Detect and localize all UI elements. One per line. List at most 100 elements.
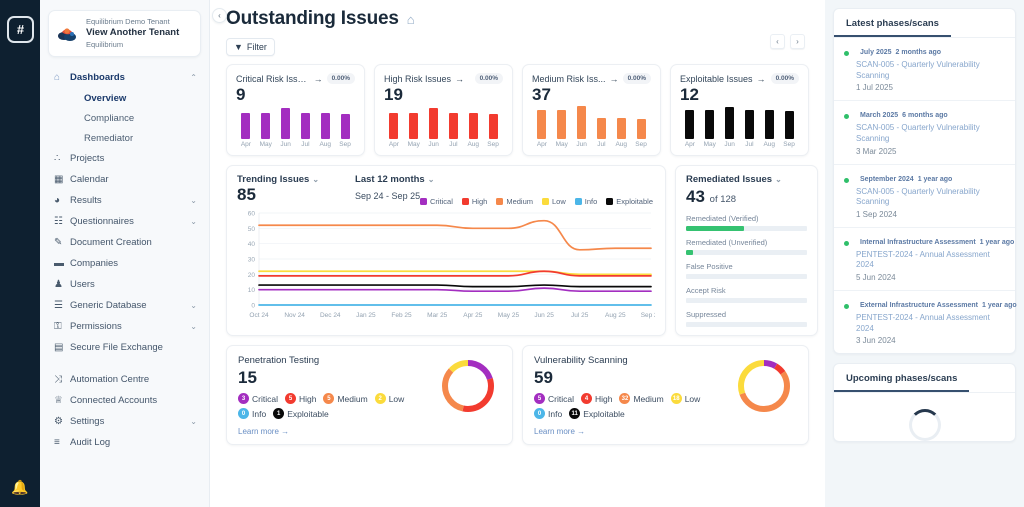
legend-item[interactable]: Info: [574, 197, 597, 206]
tenant-switcher-card[interactable]: Equilibrium Demo Tenant View Another Ten…: [48, 10, 201, 58]
services-row: Penetration Testing 15 3 Critical 5 High 5 Medi…: [226, 344, 809, 446]
legend-item[interactable]: High: [461, 197, 487, 206]
phase-list-item[interactable]: September 2024 1 year ago SCAN-005 - Quart…: [834, 165, 1015, 228]
plug-icon: ♕: [54, 395, 63, 407]
collapse-sidebar-button[interactable]: ‹: [212, 8, 227, 23]
sparkline-column: Jul: [295, 112, 315, 148]
results-icon: ◕: [54, 195, 61, 207]
tab-upcoming-phases[interactable]: Upcoming phases/scans: [834, 364, 970, 393]
kpi-sparkline-chart: Apr May Jun Jul Aug Sep: [680, 106, 799, 148]
sidebar-item-label: Audit Log: [70, 437, 111, 449]
phase-text: September 2024 1 year ago SCAN-005 - Quart…: [856, 173, 1005, 219]
legend-swatch: [606, 197, 614, 205]
remediated-row: Suppressed: [686, 310, 807, 327]
sparkline-column: Apr: [680, 109, 700, 148]
severity-count: 0: [238, 408, 249, 420]
tenant-switch-label: View Another Tenant: [86, 27, 180, 39]
sparkline-bar: [557, 109, 567, 139]
sidebar-item-connected-accounts[interactable]: ♕ Connected Accounts: [40, 390, 209, 411]
sparkline-bar: [685, 109, 695, 139]
legend-item[interactable]: Critical: [419, 197, 453, 206]
trending-title-row[interactable]: Trending Issues ⌄: [237, 174, 319, 185]
sidebar-item-audit-log[interactable]: ≡ Audit Log: [40, 432, 209, 453]
severity-label: Medium: [337, 393, 368, 404]
app-logo-icon[interactable]: #: [7, 16, 34, 43]
sidebar-item-companies[interactable]: ▬ Companies: [40, 253, 209, 274]
phase-reference[interactable]: PENTEST-2024 - Annual Assessment 2024: [856, 249, 990, 270]
learn-more-link[interactable]: Learn more →: [238, 427, 290, 437]
chevron-down-icon: ⌄: [775, 174, 782, 184]
severity-grid: 5 Critical 4 High 32 Medium 18 Low 0 Info 11 Exploi…: [534, 393, 724, 420]
secure-file-icon: ▤: [54, 342, 64, 354]
remediated-total: of 128: [709, 193, 737, 205]
arrow-right-icon[interactable]: →: [609, 73, 619, 84]
sidebar-item-calendar[interactable]: ▦ Calendar: [40, 169, 209, 190]
phase-reference[interactable]: SCAN-005 - Quarterly Vulnerability Scann…: [856, 123, 980, 143]
sidebar-item-permissions[interactable]: ⚿ Permissions ⌄: [40, 316, 209, 337]
tab-latest-phases[interactable]: Latest phases/scans: [834, 9, 951, 37]
home-icon[interactable]: ⌂: [406, 11, 415, 27]
sidebar-subitem-overview[interactable]: Overview: [84, 92, 127, 104]
phase-list-item[interactable]: March 2025 6 months ago SCAN-005 - Quarter…: [834, 101, 1015, 165]
sidebar-item-automation-centre[interactable]: ⤨ Automation Centre: [40, 369, 209, 390]
trending-range-selector[interactable]: Last 12 months ⌄: [355, 174, 434, 185]
notifications-bell-icon[interactable]: 🔔: [11, 478, 29, 495]
sparkline-label: Aug: [467, 140, 480, 148]
svg-text:Nov 24: Nov 24: [284, 312, 305, 319]
sidebar-item-users[interactable]: ♟ Users: [40, 274, 209, 295]
phase-reference[interactable]: SCAN-005 - Quarterly Vulnerability Scann…: [856, 60, 980, 80]
phase-list-item[interactable]: External Infrastructure Assessment 1 year…: [834, 291, 1017, 353]
sidebar-item-settings[interactable]: ⚙ Settings ⌄: [40, 411, 209, 432]
phase-list-item[interactable]: Internal Infrastructure Assessment 1 year…: [834, 228, 1015, 291]
sparkline-column: Jun: [276, 107, 296, 148]
pager-prev-button[interactable]: ‹: [770, 34, 785, 49]
arrow-right-icon[interactable]: →: [313, 73, 323, 84]
sidebar-item-document-creation[interactable]: ✎ Document Creation: [40, 232, 209, 253]
service-card: Vulnerability Scanning 59 5 Critical 4 High 32…: [522, 344, 809, 446]
svg-text:10: 10: [248, 287, 256, 294]
pager-next-button[interactable]: ›: [790, 34, 805, 49]
sparkline-bar: [468, 112, 478, 139]
right-panel: Latest phases/scans July 2025 2 months ag…: [825, 0, 1024, 507]
sidebar-item-label: Calendar: [70, 174, 109, 186]
sidebar-item-results[interactable]: ◕ Results ⌄: [40, 190, 209, 211]
sparkline-bar: [409, 112, 419, 139]
kpi-card[interactable]: Medium Risk Iss... → 0.00% 37 Apr May Jun Jul Au…: [522, 64, 661, 156]
severity-item: 0 Info: [534, 408, 562, 420]
kpi-row: Critical Risk Issu... → 0.00% 9 Apr May Jun Jul…: [226, 64, 809, 156]
remediated-progress-track: [686, 225, 807, 231]
sidebar-item-label: Projects: [70, 153, 105, 165]
learn-more-link[interactable]: Learn more →: [534, 427, 586, 437]
legend-label: Exploitable: [616, 196, 653, 206]
arrow-right-icon[interactable]: →: [756, 73, 766, 84]
phase-reference[interactable]: PENTEST-2024 - Annual Assessment 2024: [856, 313, 990, 333]
sidebar-item-questionnaires[interactable]: ☷ Questionnaires ⌄: [40, 211, 209, 232]
arrow-right-icon[interactable]: →: [455, 73, 465, 84]
sidebar-subitem-remediator[interactable]: Remediator: [84, 132, 134, 144]
sidebar-subitem-compliance[interactable]: Compliance: [84, 112, 135, 124]
kpi-header: Medium Risk Iss... → 0.00%: [532, 73, 651, 84]
sparkline-label: Jun: [428, 140, 439, 148]
sparkline-bar: [488, 113, 498, 139]
remediated-title-row[interactable]: Remediated Issues ⌄: [686, 174, 807, 185]
phase-list-item[interactable]: July 2025 2 months ago SCAN-005 - Quarterl…: [834, 38, 1015, 102]
legend-item[interactable]: Exploitable: [606, 197, 653, 206]
kpi-card[interactable]: High Risk Issues → 0.00% 19 Apr May Jun Jul Aug S…: [374, 64, 513, 156]
legend-item[interactable]: Low: [542, 197, 566, 206]
sidebar-item-dashboards[interactable]: ⌂ Dashboards ⌃: [40, 67, 209, 88]
legend-label: Medium: [506, 196, 534, 206]
filter-label: Filter: [246, 42, 267, 52]
phase-reference[interactable]: SCAN-005 - Quarterly Vulnerability Scann…: [856, 186, 980, 207]
legend-item[interactable]: Medium: [496, 197, 533, 206]
filter-button[interactable]: ▼ Filter: [226, 38, 275, 56]
sidebar-item-projects[interactable]: ∴ Projects: [40, 148, 209, 169]
sparkline-column: Sep: [631, 118, 651, 148]
kpi-card[interactable]: Exploitable Issues → 0.00% 12 Apr May Jun Jul Au…: [670, 64, 809, 156]
sparkline-label: Apr: [684, 140, 695, 148]
remediated-row-label: Suppressed: [686, 309, 727, 319]
sidebar-item-secure-file-exchange[interactable]: ▤ Secure File Exchange: [40, 337, 209, 358]
kpi-card[interactable]: Critical Risk Issu... → 0.00% 9 Apr May Jun Jul…: [226, 64, 365, 156]
severity-label: Exploitable: [287, 408, 329, 419]
severity-label: Critical: [252, 393, 278, 404]
sidebar-item-generic-database[interactable]: ☰ Generic Database ⌄: [40, 295, 209, 316]
